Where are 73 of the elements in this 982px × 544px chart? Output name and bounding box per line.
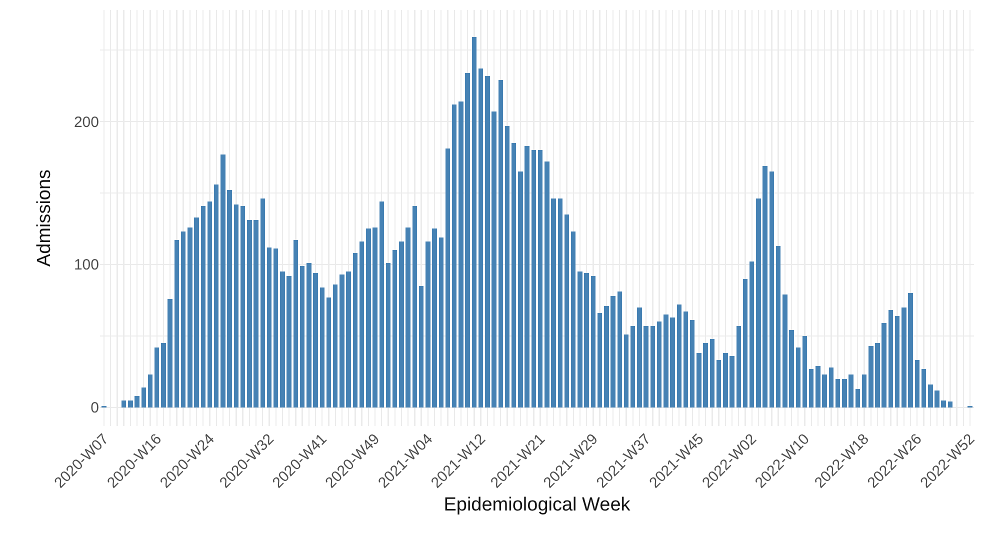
bar [504, 126, 510, 408]
bar [379, 202, 384, 408]
bar [180, 232, 186, 408]
bar [855, 388, 860, 408]
bar [260, 198, 266, 408]
bar [630, 326, 636, 408]
bar [710, 338, 715, 408]
bar [742, 278, 748, 408]
bar [293, 240, 298, 408]
bar [412, 206, 418, 408]
bar [538, 150, 543, 408]
bar [320, 287, 325, 408]
bar [174, 240, 180, 408]
bar [683, 312, 688, 408]
bar [716, 360, 722, 408]
y-tick-label: 100 [74, 256, 99, 274]
bar [676, 304, 682, 408]
bar [564, 214, 570, 408]
bar [359, 242, 364, 408]
bar [386, 263, 391, 408]
bar [300, 266, 305, 408]
bar [828, 367, 834, 408]
bar [736, 326, 742, 408]
bar [438, 237, 444, 408]
bar [240, 206, 246, 408]
bar [214, 184, 219, 408]
bar [948, 402, 953, 408]
bar [207, 202, 212, 408]
bar [234, 204, 239, 408]
bar [862, 374, 867, 408]
bar [597, 313, 602, 408]
bar [914, 360, 920, 408]
bar [558, 198, 563, 408]
bar [650, 326, 656, 408]
bar [392, 250, 398, 408]
y-axis-title: Admissions [34, 169, 55, 267]
bar [531, 150, 536, 408]
bar [802, 336, 808, 408]
bar [808, 368, 814, 408]
bar [352, 253, 358, 408]
bar [121, 400, 126, 408]
bar [888, 310, 894, 408]
y-tick-label: 0 [90, 400, 99, 417]
bar [624, 334, 629, 408]
bar [776, 246, 781, 408]
bar [148, 374, 153, 408]
bar [590, 276, 596, 408]
bar [617, 292, 622, 408]
bar [921, 368, 926, 408]
bar [478, 68, 484, 408]
bar [749, 262, 754, 408]
bar [452, 104, 457, 408]
bar [835, 378, 840, 408]
bar [894, 316, 900, 408]
bar [273, 248, 278, 408]
bar [472, 37, 477, 408]
bar [154, 347, 160, 408]
bar [796, 347, 801, 408]
bar [266, 247, 272, 408]
bar [769, 172, 774, 408]
bar [445, 148, 450, 408]
bar [141, 387, 146, 408]
bar [332, 284, 338, 408]
bar [656, 322, 662, 408]
bar [418, 286, 424, 408]
bar [570, 232, 576, 408]
bar [690, 320, 695, 408]
y-tick-label: 200 [74, 114, 99, 131]
bar [498, 80, 504, 408]
bar [200, 206, 206, 408]
x-axis-title: Epidemiological Week [444, 494, 631, 516]
bar [511, 142, 516, 408]
bar [326, 297, 332, 408]
